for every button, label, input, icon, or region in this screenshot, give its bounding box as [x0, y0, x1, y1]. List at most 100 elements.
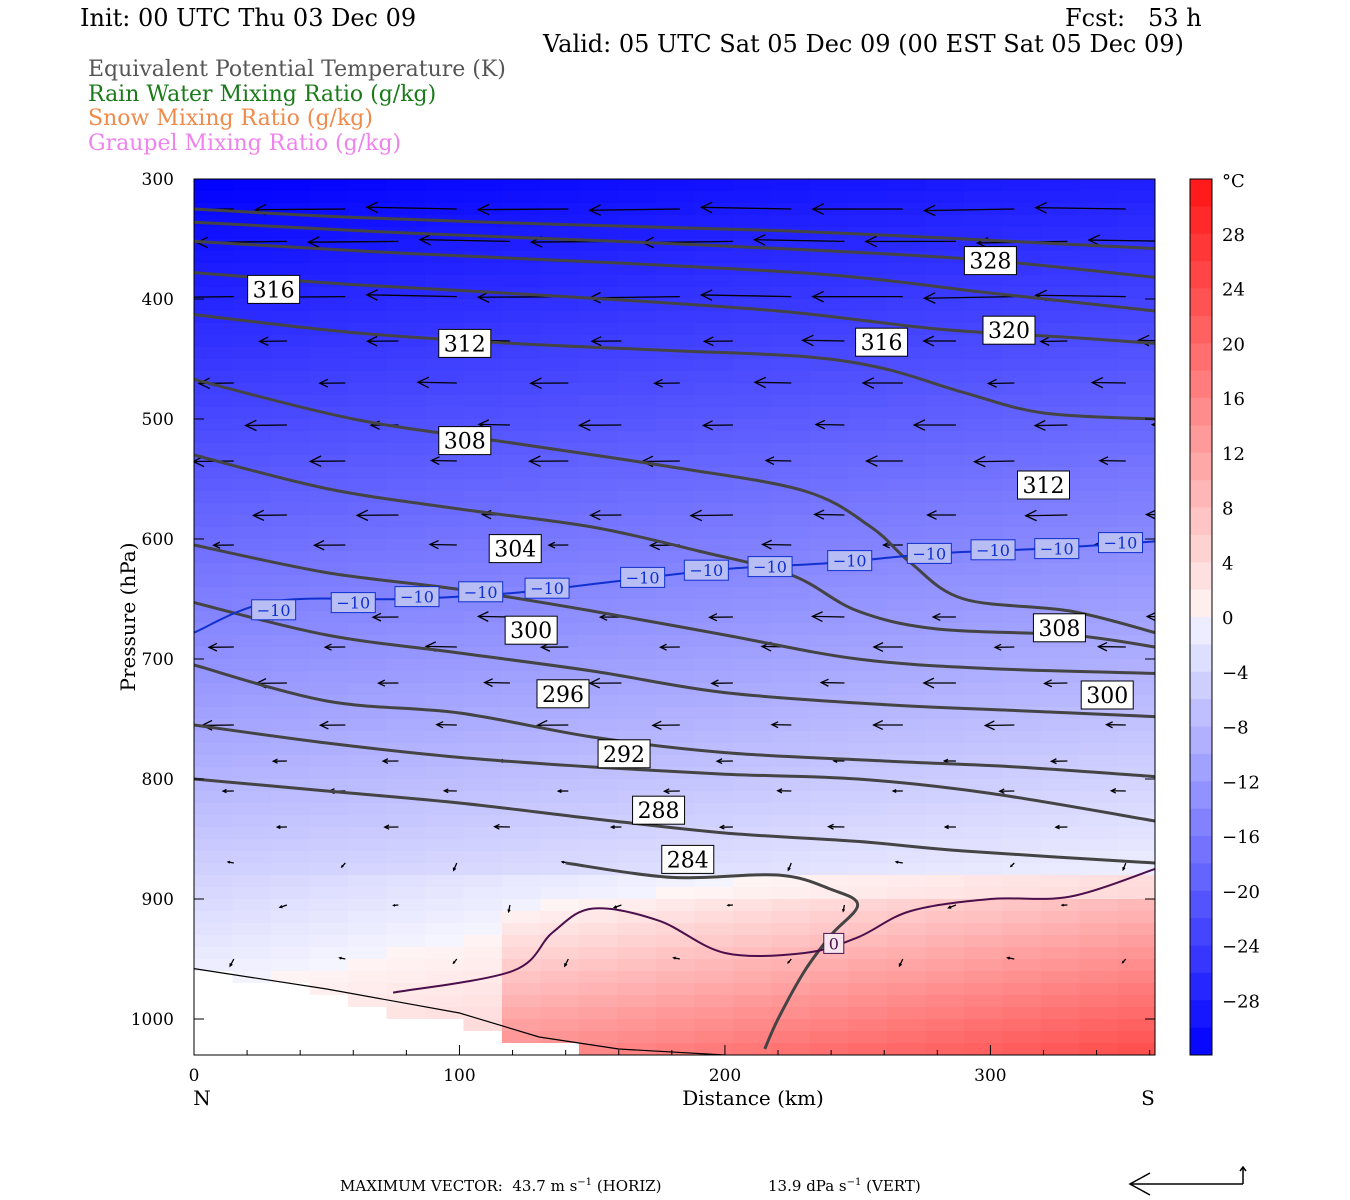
temperature-cell: [694, 179, 734, 192]
theta-e-label: 312: [438, 328, 492, 358]
temperature-cell: [194, 251, 234, 264]
temperature-cell: [617, 1031, 657, 1044]
temperature-cell: [655, 323, 696, 336]
temperature-cell: [732, 1031, 772, 1044]
temperature-cell: [1002, 743, 1042, 756]
wind-vector: [275, 825, 287, 830]
temperature-cell: [232, 263, 272, 276]
temperature-cell: [424, 491, 465, 504]
temperature-cell: [809, 1019, 849, 1032]
temperature-cell: [232, 767, 272, 780]
temperature-cell: [424, 659, 465, 672]
temperature-cell: [694, 527, 734, 540]
temperature-cell: [386, 239, 426, 252]
temperature-cell: [1002, 803, 1042, 816]
temperature-cell: [771, 287, 811, 300]
temperature-cell: [1002, 191, 1042, 204]
temperature-cell: [694, 455, 734, 468]
temperature-cell: [386, 479, 426, 492]
temperature-cell: [809, 467, 849, 480]
colorbar-swatch: [1190, 644, 1212, 673]
temperature-cell: [194, 1031, 234, 1044]
temperature-cell: [694, 359, 734, 372]
colorbar-tick-label: 12: [1222, 444, 1245, 465]
temperature-cell: [886, 683, 926, 696]
theta-e-label: 312: [1017, 470, 1071, 500]
temperature-cell: [309, 515, 349, 528]
temperature-cell: [1079, 227, 1119, 240]
temperature-cell: [309, 1031, 349, 1044]
temperature-cell: [386, 443, 426, 456]
temperature-cell: [463, 671, 503, 684]
colorbar-swatch: [1190, 452, 1212, 481]
temperature-cell: [501, 503, 542, 516]
temperature-cell: [347, 707, 388, 720]
temperature-cell: [578, 359, 619, 372]
temperature-cell: [732, 407, 772, 420]
temperature-cell: [270, 839, 311, 852]
temperature-cell: [848, 911, 888, 924]
temperature-cell: [963, 347, 1003, 360]
temperature-cell: [732, 587, 772, 600]
colorbar-tick-label: −16: [1222, 827, 1260, 848]
temperature-cell: [463, 311, 503, 324]
temperature-cell: [194, 971, 234, 984]
temperature-cell: [424, 551, 465, 564]
temperature-cell: [1002, 347, 1042, 360]
temperature-cell: [963, 587, 1003, 600]
temperature-cell: [1117, 491, 1155, 504]
temperature-cell: [694, 587, 734, 600]
temperature-cell: [617, 875, 657, 888]
temperature-cell: [925, 983, 965, 996]
temperature-cell: [309, 659, 349, 672]
temperature-cell: [1079, 755, 1119, 768]
colorbar-swatch: [1190, 562, 1212, 591]
temperature-cell: [694, 935, 734, 948]
temperature-cell: [771, 443, 811, 456]
svg-text:−10: −10: [976, 541, 1010, 560]
temperature-cell: [463, 407, 503, 420]
temperature-cell: [1002, 227, 1042, 240]
temperature-cell: [886, 503, 926, 516]
temperature-cell: [463, 563, 503, 576]
temperature-cell: [540, 815, 580, 828]
temperature-cell: [809, 635, 849, 648]
temperature-cell: [848, 635, 888, 648]
temperature-cell: [424, 383, 465, 396]
temperature-cell: [1040, 251, 1080, 264]
wind-vector: [699, 289, 792, 301]
wind-vector: [810, 611, 845, 623]
temperature-cell: [1040, 455, 1080, 468]
temperature-cell: [194, 695, 234, 708]
wind-vector: [801, 334, 845, 347]
temperature-cell: [386, 503, 426, 516]
colorbar-swatch: [1190, 315, 1212, 344]
temperature-cell: [886, 479, 926, 492]
temperature-cell: [1117, 731, 1155, 744]
temperature-cell: [1117, 659, 1155, 672]
temperature-cell: [1002, 395, 1042, 408]
temperature-cell: [886, 191, 926, 204]
temperature-cell: [540, 179, 580, 192]
wind-vector: [708, 613, 733, 622]
wind-vector: [244, 419, 287, 432]
temperature-cell: [655, 887, 696, 900]
temperature-cell: [1002, 215, 1042, 228]
temperature-cell: [732, 335, 772, 348]
temperature-cell: [540, 959, 580, 972]
temperature-cell: [194, 335, 234, 348]
temperature-cell: [347, 719, 388, 732]
temperature-cell: [463, 839, 503, 852]
temperature-cell: [1117, 587, 1155, 600]
temperature-cell: [809, 683, 849, 696]
temperature-cell: [501, 647, 542, 660]
temperature-cell: [386, 971, 426, 984]
temperature-label: −10: [1097, 532, 1143, 554]
temperature-cell: [925, 275, 965, 288]
temperature-cell: [886, 803, 926, 816]
temperature-cell: [886, 743, 926, 756]
temperature-cell: [694, 947, 734, 960]
temperature-cell: [424, 515, 465, 528]
temperature-cell: [809, 875, 849, 888]
